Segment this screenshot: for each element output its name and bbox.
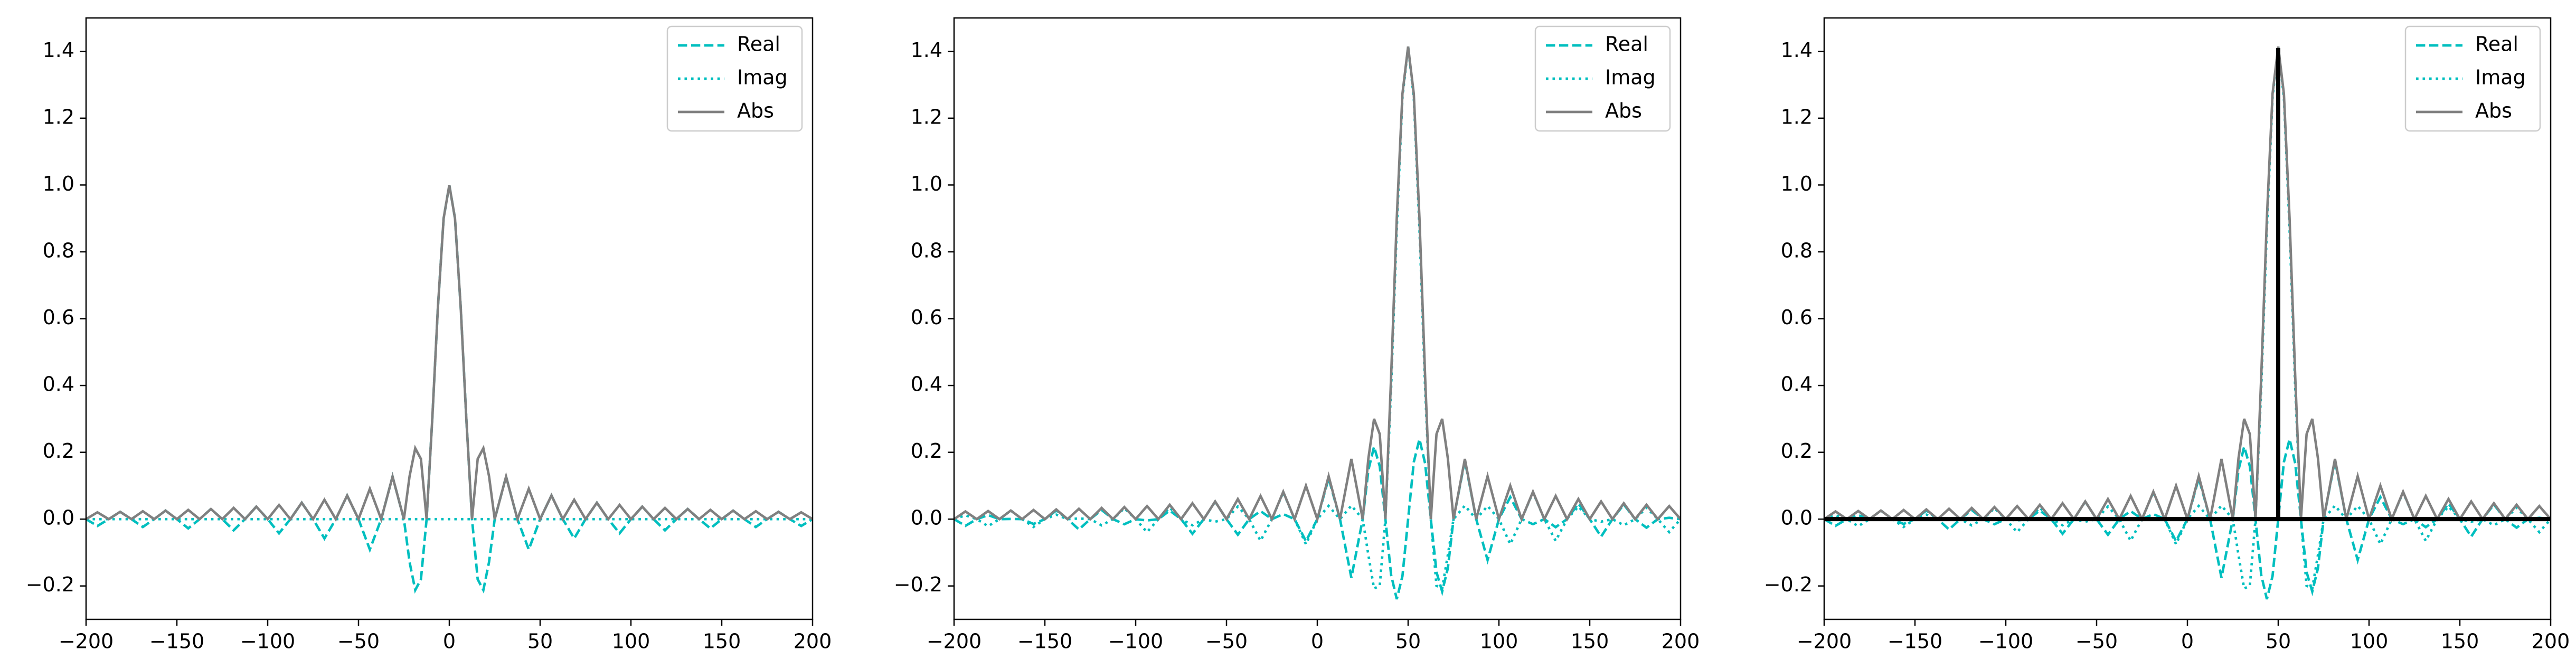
x-tick-label: 0 (2181, 630, 2194, 653)
x-tick-label: 100 (1480, 630, 1518, 653)
legend: Real Imag Abs (2404, 25, 2541, 132)
legend: Real Imag Abs (666, 25, 803, 132)
x-tick-label: −150 (1888, 630, 1942, 653)
x-tick-label: 200 (794, 630, 832, 653)
y-tick-label: 0.2 (911, 439, 942, 463)
y-tick-label: 0.8 (911, 239, 942, 262)
axes: −0.2 0.0 0.2 0.4 0.6 0.8 1.0 1.2 1.4 −200 −150 −100… (894, 17, 1700, 653)
x-tick-label: 0 (443, 630, 456, 653)
y-tick-label: 0.2 (43, 439, 74, 463)
x-tick-label: 50 (2266, 630, 2291, 653)
x-tick-label: −100 (240, 630, 295, 653)
legend-label: Imag (1605, 66, 1656, 89)
series-line (86, 184, 813, 523)
x-tick-label: −100 (1978, 630, 2033, 653)
y-tick-label: 1.2 (43, 105, 74, 128)
legend-label: Real (737, 33, 780, 56)
legend-label: Abs (737, 99, 774, 123)
y-tick-label: 0.0 (911, 506, 942, 530)
y-tick-label: 0.2 (1781, 439, 1813, 463)
series-line (954, 46, 1681, 524)
y-tick-label: −0.2 (894, 573, 942, 596)
x-tick-label: −200 (1797, 630, 1852, 653)
y-tick-label: 1.2 (1781, 105, 1813, 128)
y-tick-label: 1.0 (911, 172, 942, 195)
x-tick-label: 50 (527, 630, 553, 653)
y-tick-label: 0.4 (911, 373, 942, 396)
x-tick-label: −150 (1017, 630, 1072, 653)
y-tick-label: 0.6 (43, 306, 74, 329)
x-tick-label: 0 (1311, 630, 1324, 653)
legend-label: Abs (2475, 99, 2512, 123)
y-tick-label: 1.4 (911, 39, 942, 62)
axes-frame (85, 17, 814, 620)
y-tick-label: 0.6 (1781, 306, 1813, 329)
x-tick-label: 100 (2350, 630, 2389, 653)
legend-label: Real (2475, 33, 2518, 56)
x-tick-label: −50 (1205, 630, 1248, 653)
y-tick-label: 0.0 (43, 506, 74, 530)
x-tick-label: 200 (1662, 630, 1700, 653)
x-tick-label: −50 (337, 630, 380, 653)
x-tick-label: −100 (1108, 630, 1163, 653)
axes: −0.2 0.0 0.2 0.4 0.6 0.8 1.0 1.2 1.4 −200 −150 −100… (1764, 17, 2570, 653)
y-tick-label: 1.4 (43, 39, 74, 62)
x-tick-label: −50 (2075, 630, 2118, 653)
y-tick-label: −0.2 (26, 573, 74, 596)
axes-frame (1823, 17, 2552, 620)
x-tick-label: 150 (1571, 630, 1609, 653)
legend-label: Imag (2475, 66, 2526, 89)
x-tick-label: 50 (1395, 630, 1421, 653)
y-tick-label: 0.8 (43, 239, 74, 262)
x-tick-label: −200 (59, 630, 114, 653)
x-tick-label: 150 (703, 630, 741, 653)
x-tick-label: 150 (2441, 630, 2479, 653)
x-tick-label: 200 (2532, 630, 2570, 653)
legend-label: Imag (737, 66, 788, 89)
series-line (1824, 48, 2551, 522)
legend-box (2404, 25, 2541, 132)
y-tick-label: 0.4 (1781, 373, 1813, 396)
x-tick-label: 100 (612, 630, 650, 653)
y-tick-label: 1.4 (1781, 39, 1813, 62)
legend-label: Real (1605, 33, 1648, 56)
axes: −0.2 0.0 0.2 0.4 0.6 0.8 1.0 1.2 1.4 −200 −150 −100… (26, 17, 832, 653)
y-tick-label: −0.2 (1764, 573, 1813, 596)
y-tick-label: 0.8 (1781, 239, 1813, 262)
y-tick-label: 1.0 (1781, 172, 1813, 195)
x-tick-label: −200 (927, 630, 982, 653)
y-tick-label: 0.4 (43, 373, 74, 396)
y-tick-label: 1.0 (43, 172, 74, 195)
axes-frame (953, 17, 1682, 620)
legend: Real Imag Abs (1534, 25, 1671, 132)
y-tick-label: 1.2 (911, 105, 942, 128)
legend-box (666, 25, 803, 132)
legend-label: Abs (1605, 99, 1642, 123)
y-tick-label: 0.6 (911, 306, 942, 329)
legend-box (1534, 25, 1671, 132)
y-tick-label: 0.0 (1781, 506, 1813, 530)
x-tick-label: −150 (149, 630, 204, 653)
